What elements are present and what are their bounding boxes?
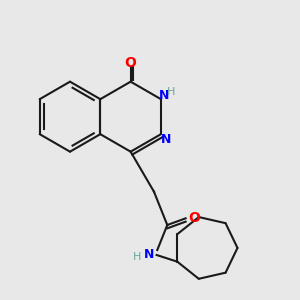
Text: H: H [133,252,142,262]
Text: H: H [167,88,175,98]
Text: O: O [125,56,136,70]
Text: N: N [144,248,154,262]
Text: N: N [159,89,169,102]
Text: O: O [188,211,200,225]
Text: N: N [161,133,171,146]
